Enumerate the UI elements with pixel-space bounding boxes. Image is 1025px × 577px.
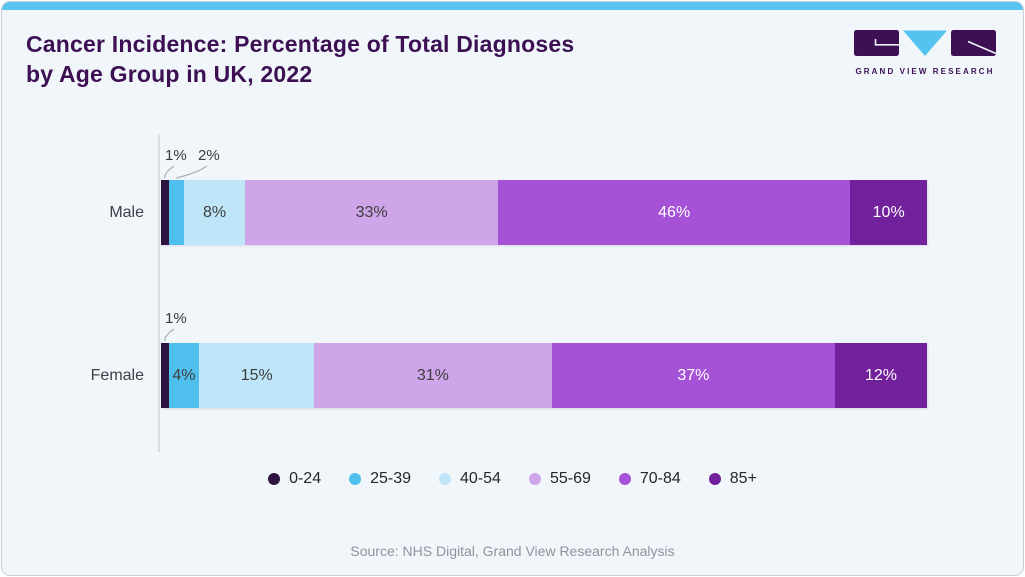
callout-label-female-0-24: 1% (165, 310, 187, 327)
legend-item-85+: 85+ (708, 470, 757, 488)
legend-dot-icon (349, 473, 362, 485)
callout-label-male-25-39: 2% (198, 147, 220, 164)
legend-item-55-69: 55-69 (528, 470, 591, 488)
gvr-logo-icon (854, 30, 997, 56)
bar-segment-female-25-39: 4% (168, 343, 200, 408)
legend-item-25-39: 25-39 (349, 470, 411, 488)
legend-dot-icon (618, 473, 631, 485)
legend-label: 25-39 (370, 470, 412, 487)
title-line-2: by Age Group in UK, 2022 (26, 61, 313, 87)
callout-label-male-0-24: 1% (165, 147, 187, 164)
legend-item-70-84: 70-84 (618, 470, 681, 488)
category-label-male: Male (109, 203, 144, 221)
leader-line-female-0-24 (164, 328, 175, 342)
bar-segment-female-70-84: 37% (551, 343, 836, 408)
legend-item-40-54: 40-54 (439, 470, 501, 488)
category-label-female: Female (90, 366, 144, 384)
legend-label: 85+ (729, 470, 757, 487)
y-axis-line (158, 135, 160, 452)
source-note: Source: NHS Digital, Grand View Research… (350, 543, 675, 559)
brand-logo-text: GRAND VIEW RESEARCH (855, 67, 995, 76)
bar-row-male: 8% 33% 46% 10% (161, 180, 927, 245)
legend-label: 55-69 (549, 470, 591, 487)
legend-label: 70-84 (639, 470, 681, 487)
bar-segment-female-85+: 12% (835, 343, 927, 408)
legend-label: 40-54 (460, 470, 501, 487)
bar-segment-female-40-54: 15% (199, 343, 315, 408)
bar-segment-male-40-54: 8% (183, 180, 246, 245)
bar-segment-male-70-84: 46% (498, 180, 851, 245)
leader-line-male-0-24 (164, 165, 175, 179)
legend-dot-icon (439, 473, 452, 485)
legend-label: 0-24 (289, 470, 322, 487)
legend-dot-icon (268, 473, 281, 485)
chart-legend: 0-24 25-39 40-54 55-69 70-84 85+ (2, 470, 1023, 488)
page-title: Cancer Incidence: Percentage of Total Di… (26, 29, 574, 89)
bar-segment-male-0-24 (161, 180, 169, 245)
bar-segment-female-0-24 (161, 343, 169, 408)
accent-top-strip (2, 2, 1023, 10)
legend-item-0-24: 0-24 (268, 470, 321, 488)
bar-segment-male-25-39 (168, 180, 184, 245)
bar-segment-male-85+: 10% (850, 180, 927, 245)
legend-dot-icon (528, 473, 541, 485)
brand-logo: GRAND VIEW RESEARCH (854, 30, 997, 76)
bar-row-female: 4% 15% 31% 37% 12% (161, 343, 927, 408)
leader-line-male-25-39 (176, 165, 208, 179)
bar-segment-male-55-69: 33% (245, 180, 498, 245)
title-line-1: Cancer Incidence: Percentage of Total Di… (26, 31, 575, 57)
legend-dot-icon (708, 473, 721, 485)
bar-segment-female-55-69: 31% (314, 343, 552, 408)
